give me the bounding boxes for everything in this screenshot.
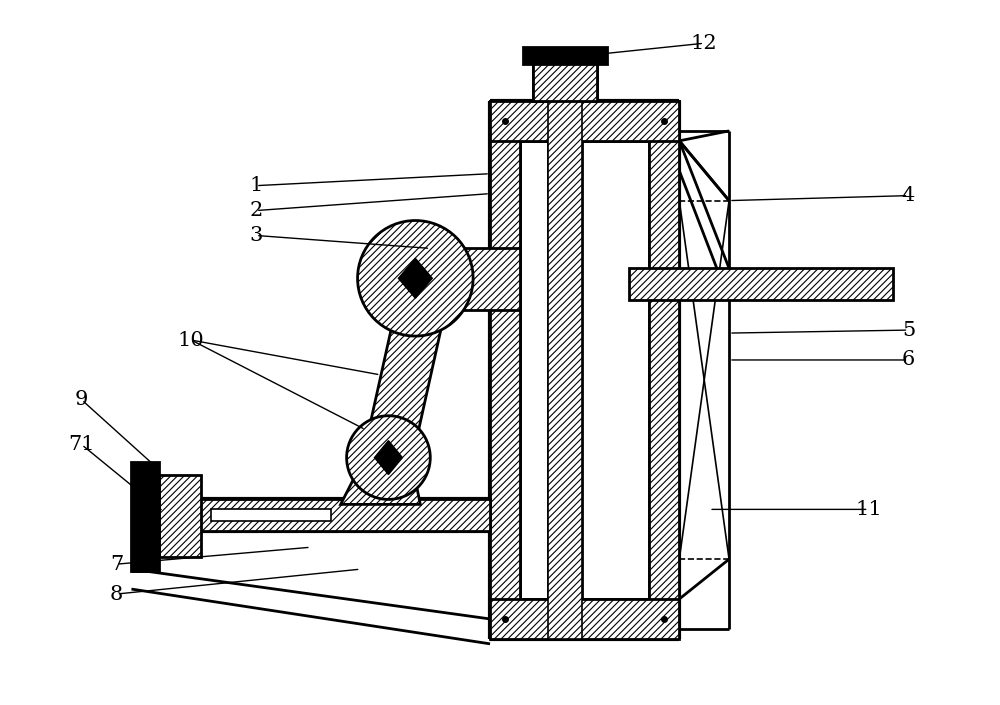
Polygon shape — [366, 310, 445, 445]
Text: 2: 2 — [249, 201, 263, 220]
Text: 4: 4 — [902, 186, 915, 205]
Polygon shape — [548, 56, 582, 639]
Text: 10: 10 — [178, 331, 205, 350]
Text: 6: 6 — [902, 350, 915, 369]
Text: 8: 8 — [110, 584, 123, 603]
Text: 3: 3 — [249, 226, 263, 245]
Polygon shape — [131, 462, 159, 571]
Polygon shape — [490, 599, 679, 639]
Polygon shape — [341, 455, 420, 504]
Circle shape — [358, 221, 473, 336]
Text: 7: 7 — [110, 555, 123, 574]
Polygon shape — [649, 101, 679, 634]
Text: 12: 12 — [691, 34, 718, 53]
Text: 11: 11 — [855, 500, 882, 519]
Text: 71: 71 — [68, 435, 95, 454]
Text: 9: 9 — [75, 391, 88, 410]
Text: 1: 1 — [249, 176, 263, 195]
Polygon shape — [629, 269, 893, 300]
Text: 5: 5 — [902, 321, 915, 340]
Polygon shape — [398, 258, 432, 298]
Polygon shape — [523, 47, 607, 64]
Polygon shape — [520, 141, 649, 599]
Polygon shape — [533, 61, 597, 101]
Polygon shape — [156, 499, 490, 532]
Polygon shape — [374, 441, 402, 474]
Circle shape — [347, 416, 430, 499]
Polygon shape — [211, 510, 331, 521]
Polygon shape — [490, 101, 520, 634]
Polygon shape — [159, 474, 201, 557]
Polygon shape — [395, 248, 520, 310]
Polygon shape — [490, 101, 679, 141]
